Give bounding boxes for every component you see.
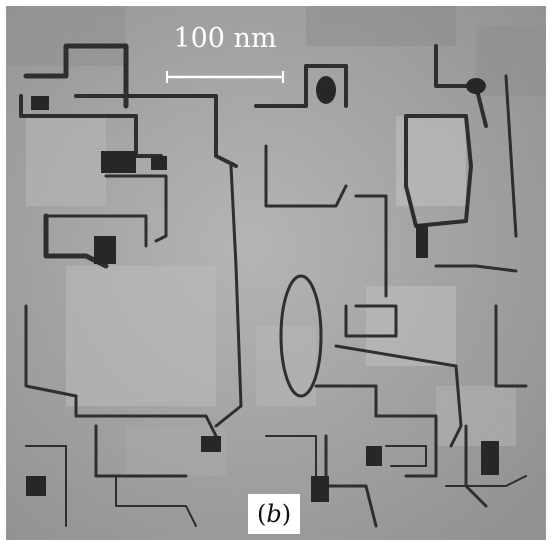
panel-letter: b: [266, 500, 282, 528]
scale-bar-line: [166, 71, 284, 83]
scale-bar-label: 100 nm: [173, 23, 277, 54]
scale-bar: 100 nm: [166, 24, 284, 84]
micrograph-panel: 100 nm (b): [6, 6, 546, 540]
micrograph-image: [6, 6, 546, 540]
panel-label: (b): [248, 494, 300, 534]
